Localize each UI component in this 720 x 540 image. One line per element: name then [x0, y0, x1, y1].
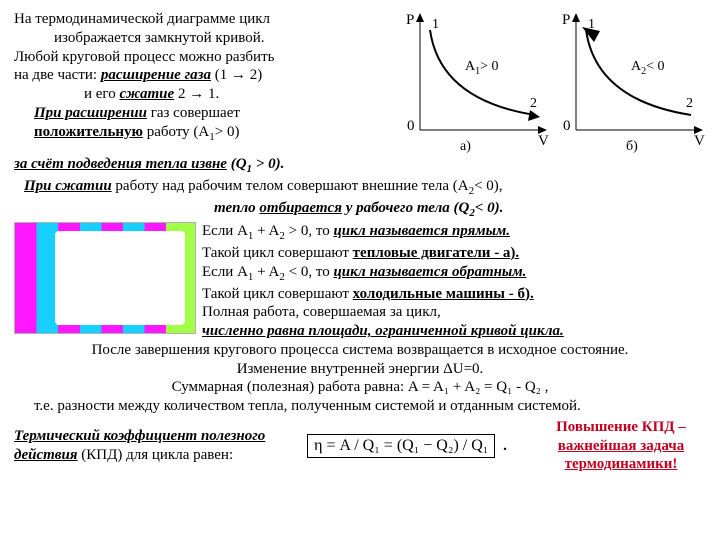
svg-text:а): а) [460, 139, 471, 154]
para-line: изображается замкнутой кривой. [14, 29, 400, 48]
kpd-left: Термический коэффициент полезного [14, 427, 274, 446]
heat-pump-schematic-icon [14, 222, 196, 334]
mid-line: Если A1 + A2 < 0, то цикл называется обр… [202, 263, 706, 285]
svg-text:0: 0 [563, 118, 571, 134]
svg-text:A1> 0: A1> 0 [465, 59, 499, 77]
para-line: тепло отбирается у рабочего тела (Q2< 0)… [14, 199, 706, 221]
svg-text:0: 0 [407, 118, 415, 134]
kpd-right: Повышение КПД – [536, 418, 706, 437]
svg-text:V: V [694, 133, 705, 149]
after-line: Изменение внутренней энергии ΔU=0. [14, 360, 706, 379]
mid-line: численно равна площади, ограниченной кри… [202, 322, 706, 341]
para-line: на две части: расширение газа (1 → 2) [14, 66, 400, 85]
svg-text:P: P [562, 12, 570, 28]
after-line: т.е. разности между количеством тепла, п… [14, 397, 706, 416]
para-line: положительную работу (A1> 0) [14, 123, 400, 145]
mid-line: Полная работа, совершаемая за цикл, [202, 303, 706, 322]
mid-line: Такой цикл совершают тепловые двигатели … [202, 244, 706, 263]
para-line: На термодинамической диаграмме цикл [14, 10, 400, 29]
para-line: за счёт подведения тепла извне (Q1 > 0). [14, 155, 706, 177]
svg-text:б): б) [626, 139, 638, 154]
para-line: и его сжатие 2 → 1. [14, 85, 400, 104]
after-line: После завершения кругового процесса сист… [14, 341, 706, 360]
kpd-right: термодинамики! [536, 455, 706, 474]
kpd-right: важнейшая задача [536, 437, 706, 456]
para-line: Любой круговой процесс можно разбить [14, 48, 400, 67]
para-line: При расширении газ совершает [14, 104, 400, 123]
svg-text:A2< 0: A2< 0 [631, 59, 665, 77]
mid-line: Если A1 + A2 > 0, то цикл называется пря… [202, 222, 706, 244]
svg-text:P: P [406, 12, 414, 28]
kpd-left: действия (КПД) для цикла равен: [14, 446, 274, 465]
para-line: При сжатии работу над рабочим телом сове… [14, 177, 706, 199]
mid-line: Такой цикл совершают холодильные машины … [202, 285, 706, 304]
kpd-formula: η = A / Q₁ = (Q₁ − Q₂) / Q₁ [307, 434, 495, 458]
pv-chart-a: P V 0 1 2 A1> 0 а) [400, 10, 550, 155]
svg-text:2: 2 [530, 96, 537, 111]
svg-text:V: V [538, 133, 549, 149]
svg-text:1: 1 [588, 17, 595, 32]
svg-text:1: 1 [432, 17, 439, 32]
after-line: Суммарная (полезная) работа равна: A = A… [14, 378, 706, 397]
svg-text:2: 2 [686, 96, 693, 111]
pv-chart-b: P V 0 1 2 A2< 0 б) [556, 10, 706, 155]
